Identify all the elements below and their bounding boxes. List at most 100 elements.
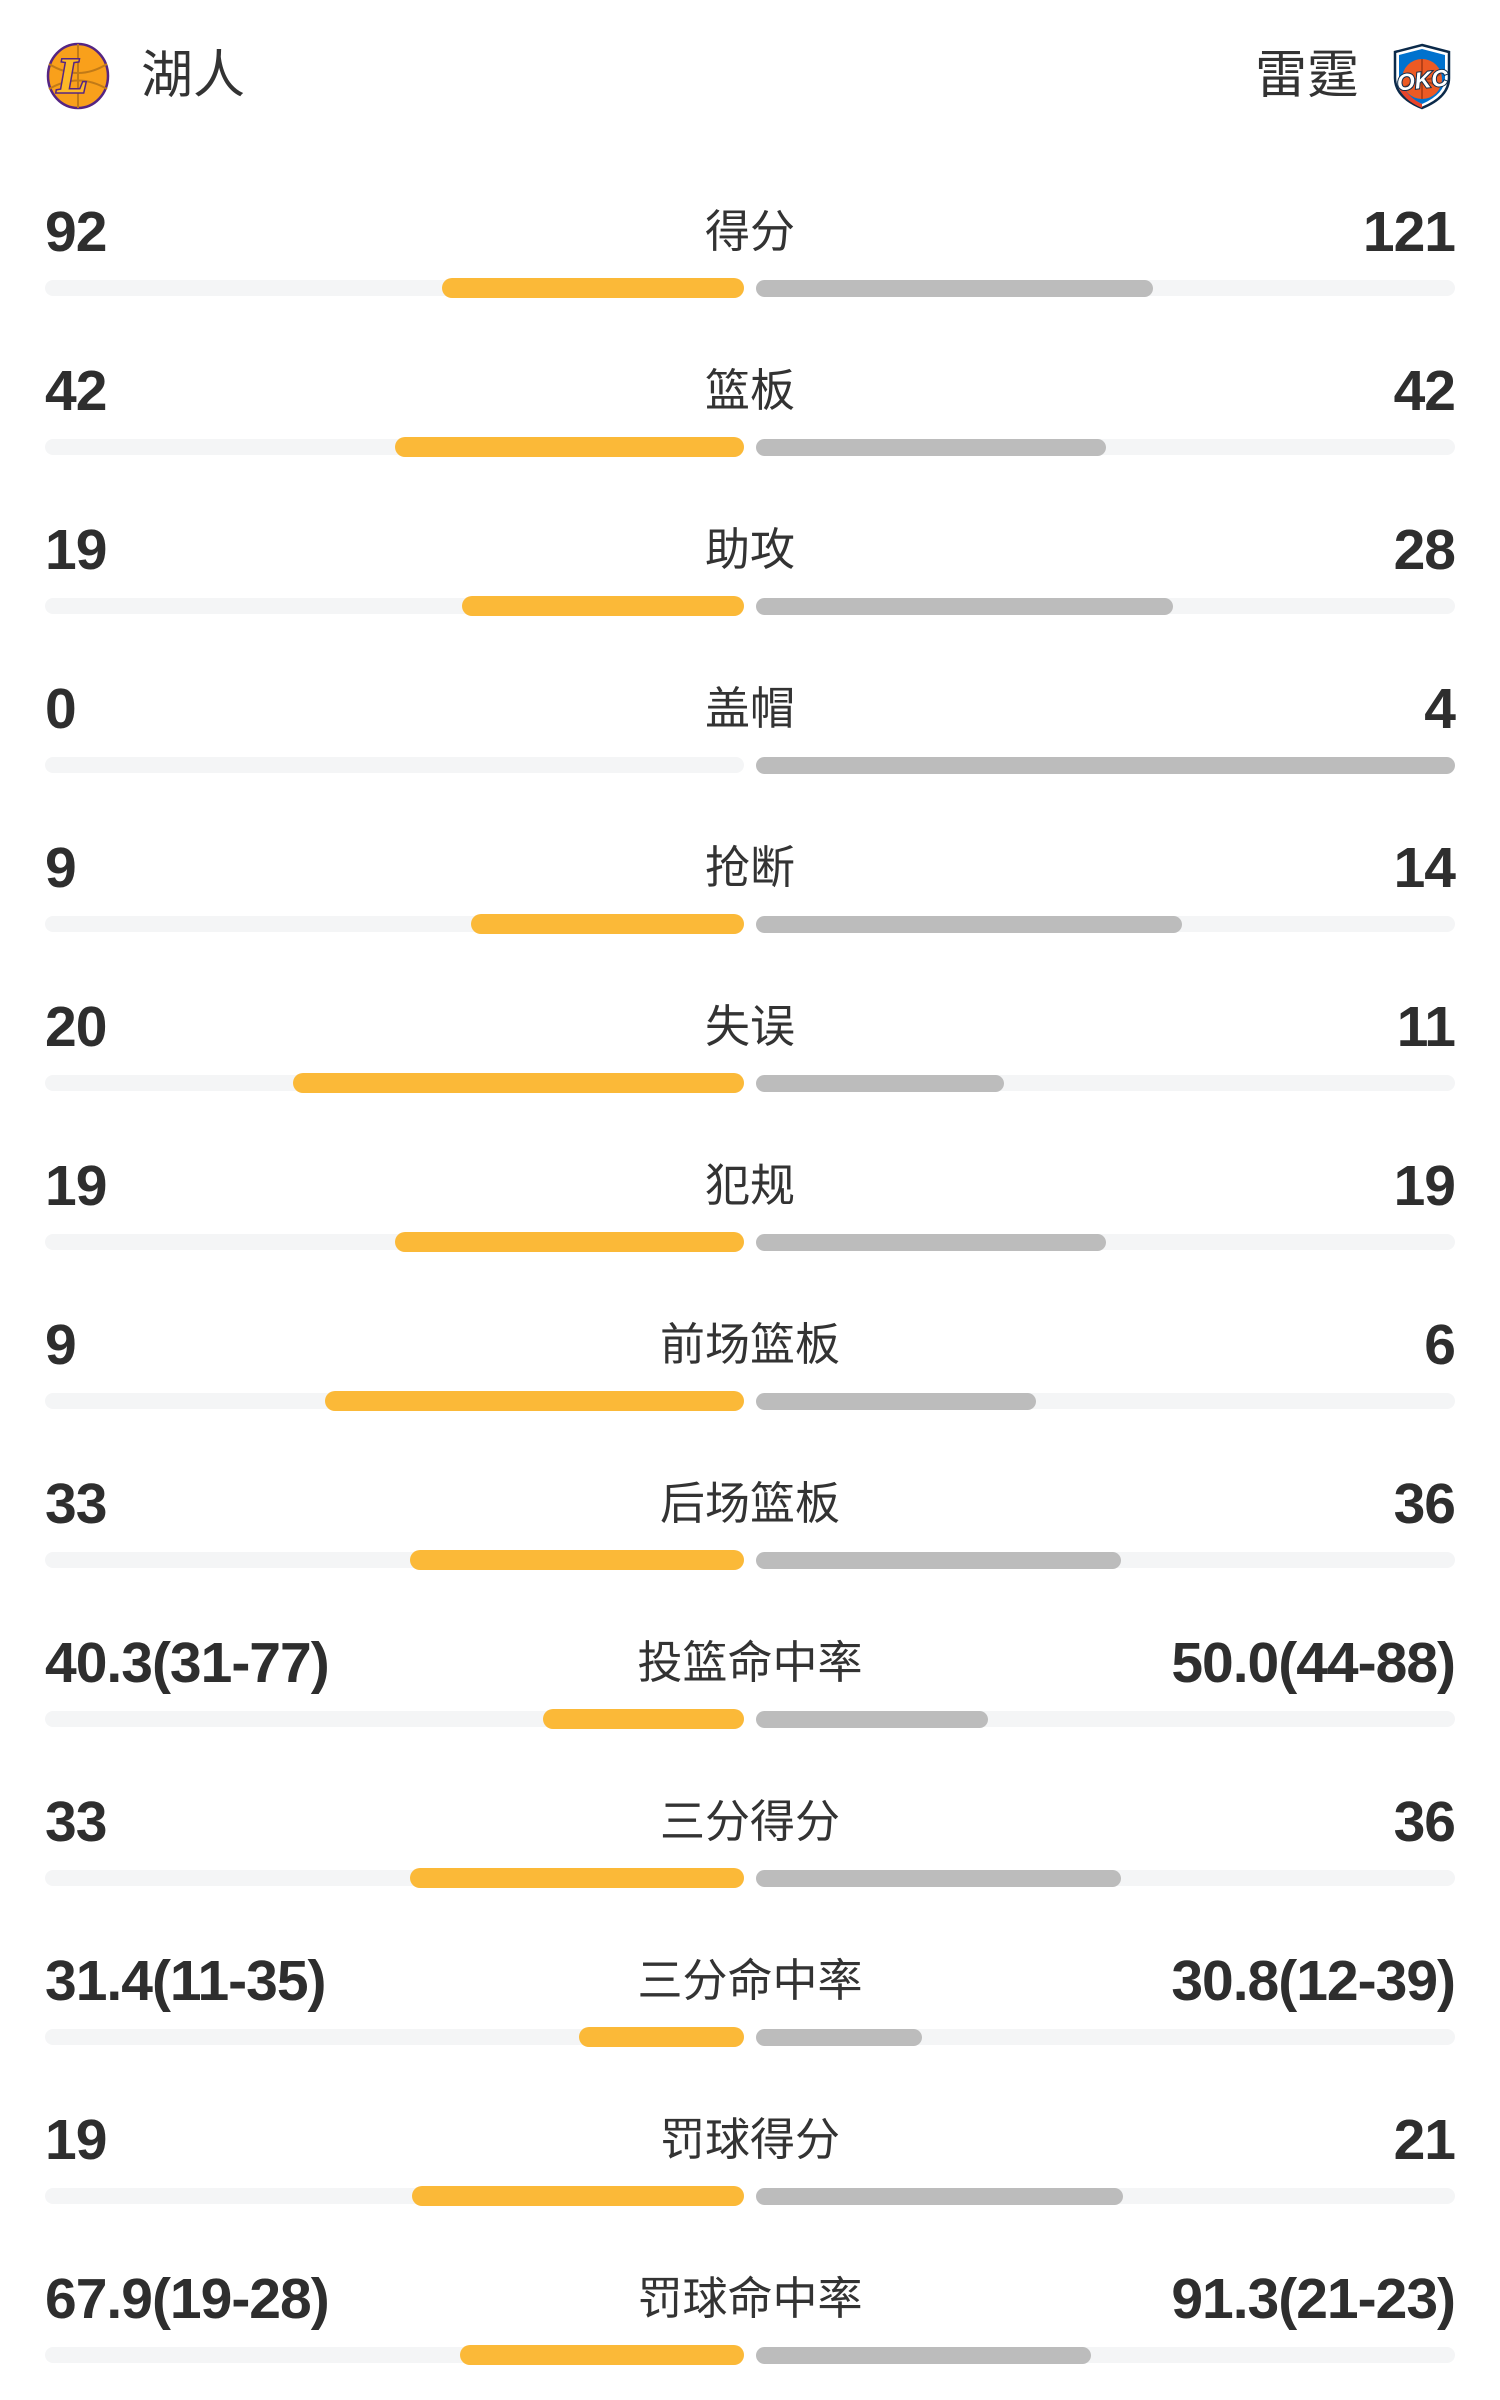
- away-stat-value: 19: [1393, 1154, 1456, 1218]
- away-stat-value: 21: [1393, 2108, 1456, 2172]
- away-bar-fill: [756, 2028, 922, 2046]
- home-bar-fill: [579, 2027, 744, 2047]
- home-stat-value: 33: [45, 1472, 107, 1536]
- stat-comparison-bar: [45, 914, 1455, 934]
- home-bar-fill: [409, 1550, 744, 1570]
- stat-comparison-bar: [45, 437, 1455, 457]
- away-bar-track: [756, 1551, 1455, 1569]
- home-stat-value: 19: [45, 2108, 107, 2172]
- home-bar-track: [45, 2345, 744, 2365]
- home-team: L 湖人: [45, 42, 245, 110]
- away-stat-value: 28: [1393, 518, 1456, 582]
- home-stat-value: 33: [45, 1790, 107, 1854]
- away-team: 雷霆 OKC: [1255, 42, 1455, 110]
- away-bar-track: [756, 1392, 1455, 1410]
- home-bar-fill: [409, 1868, 744, 1888]
- away-bar-fill: [756, 597, 1173, 615]
- home-bar-track: [45, 757, 744, 773]
- stat-row-text: 9 前场篮板 6: [45, 1313, 1456, 1377]
- stat-row-text: 20 失误 11: [45, 995, 1456, 1059]
- away-bar-fill: [756, 756, 1455, 774]
- home-bar-track: [45, 437, 744, 457]
- okc-logo-icon: OKC: [1389, 42, 1455, 110]
- away-bar-track: [756, 438, 1455, 456]
- home-bar-fill: [411, 2186, 744, 2206]
- stat-row-text: 0 盖帽 4: [45, 677, 1456, 741]
- stat-label: 罚球得分: [659, 2114, 840, 2165]
- away-stat-value: 121: [1362, 200, 1456, 264]
- stat-row-text: 19 犯规 19: [45, 1154, 1456, 1218]
- away-stat-value: 50.0(44-88): [1171, 1631, 1456, 1695]
- stat-label: 得分: [704, 206, 795, 257]
- home-stat-value: 9: [45, 836, 77, 900]
- stat-comparison-bar: [45, 2345, 1455, 2365]
- away-bar-track: [756, 279, 1455, 297]
- stat-row-text: 33 三分得分 36: [45, 1790, 1456, 1854]
- away-bar-fill: [756, 2187, 1123, 2205]
- stat-label: 盖帽: [704, 683, 795, 734]
- home-bar-fill: [394, 1232, 744, 1252]
- stat-label: 后场篮板: [659, 1478, 840, 1529]
- stat-row: 19 犯规 19: [45, 1154, 1456, 1252]
- home-bar-fill: [460, 2345, 744, 2365]
- away-bar-track: [756, 2187, 1455, 2205]
- stat-label: 抢断: [704, 842, 795, 893]
- home-stat-value: 67.9(19-28): [45, 2267, 330, 2331]
- stat-comparison-bar: [45, 2186, 1455, 2206]
- away-stat-value: 42: [1393, 359, 1456, 423]
- home-stat-value: 0: [45, 677, 77, 741]
- home-stat-value: 40.3(31-77): [45, 1631, 330, 1695]
- home-bar-track: [45, 1550, 744, 1570]
- home-stat-value: 31.4(11-35): [45, 1949, 327, 2013]
- home-bar-fill: [442, 278, 744, 298]
- home-bar-fill: [324, 1391, 744, 1411]
- stat-label: 三分得分: [659, 1796, 840, 1847]
- home-stat-value: 19: [45, 1154, 107, 1218]
- stat-row: 92 得分 121: [45, 200, 1456, 298]
- away-bar-track: [756, 2028, 1455, 2046]
- stat-row-text: 9 抢断 14: [45, 836, 1456, 900]
- stat-row-text: 40.3(31-77) 投篮命中率 50.0(44-88): [45, 1631, 1456, 1695]
- away-stat-value: 11: [1396, 995, 1456, 1059]
- away-bar-track: [756, 1869, 1455, 1887]
- stat-comparison-bar: [45, 2027, 1455, 2047]
- away-bar-track: [756, 1074, 1455, 1092]
- home-bar-fill: [461, 596, 744, 616]
- stat-row: 31.4(11-35) 三分命中率 30.8(12-39): [45, 1949, 1456, 2047]
- away-bar-fill: [756, 279, 1154, 297]
- stat-row: 0 盖帽 4: [45, 677, 1456, 775]
- home-bar-fill: [470, 914, 744, 934]
- away-stat-value: 6: [1424, 1313, 1456, 1377]
- stat-row-text: 31.4(11-35) 三分命中率 30.8(12-39): [45, 1949, 1456, 2013]
- stat-row-text: 33 后场篮板 36: [45, 1472, 1456, 1536]
- home-stat-value: 42: [45, 359, 107, 423]
- away-bar-fill: [756, 1710, 989, 1728]
- stat-label: 犯规: [704, 1160, 795, 1211]
- stat-row: 42 篮板 42: [45, 359, 1456, 457]
- away-bar-fill: [756, 2346, 1091, 2364]
- stat-comparison-bar: [45, 1073, 1455, 1093]
- teams-header: L 湖人 雷霆 OKC: [45, 0, 1455, 112]
- home-stat-value: 92: [45, 200, 107, 264]
- away-stat-value: 4: [1424, 677, 1456, 741]
- away-bar-fill: [756, 1074, 1005, 1092]
- stat-comparison-bar: [45, 1550, 1455, 1570]
- stat-row: 20 失误 11: [45, 995, 1456, 1093]
- stat-row: 33 三分得分 36: [45, 1790, 1456, 1888]
- stat-row: 19 罚球得分 21: [45, 2108, 1456, 2206]
- home-bar-track: [45, 278, 744, 298]
- away-stat-value: 36: [1393, 1472, 1456, 1536]
- stat-comparison-bar: [45, 1709, 1455, 1729]
- stat-row: 40.3(31-77) 投篮命中率 50.0(44-88): [45, 1631, 1456, 1729]
- stat-row: 19 助攻 28: [45, 518, 1456, 616]
- stat-row: 33 后场篮板 36: [45, 1472, 1456, 1570]
- home-bar-track: [45, 1073, 744, 1093]
- home-bar-track: [45, 1391, 744, 1411]
- stat-row-text: 19 助攻 28: [45, 518, 1456, 582]
- stat-comparison-bar: [45, 278, 1455, 298]
- stat-row-text: 67.9(19-28) 罚球命中率 91.3(21-23): [45, 2267, 1456, 2331]
- home-bar-fill: [543, 1709, 744, 1729]
- away-bar-fill: [756, 1233, 1106, 1251]
- svg-text:L: L: [56, 47, 88, 103]
- away-bar-fill: [756, 915, 1182, 933]
